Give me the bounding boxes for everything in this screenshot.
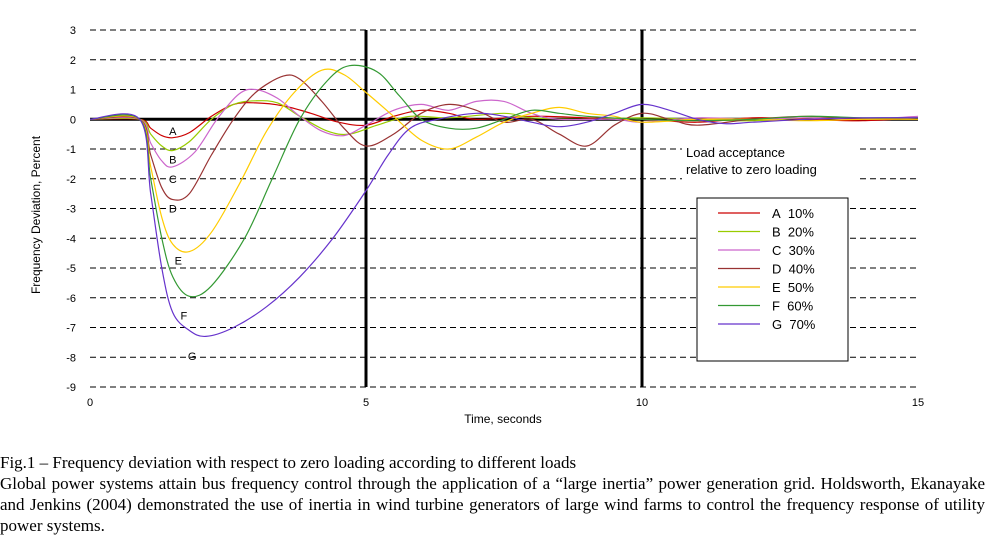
x-tick-labels: 0 5 10 15 — [87, 397, 924, 409]
legend: A 10% B 20% C 30% D 40% E 50% F 60% G 70% — [696, 197, 849, 362]
curve-letter-labels: A BC D E F G — [169, 126, 197, 363]
curve-label-f: F — [180, 311, 187, 323]
y-tick-label: -3 — [66, 204, 76, 216]
y-tick-label: 2 — [70, 55, 76, 67]
legend-label-e: E 50% — [772, 280, 814, 295]
y-tick-label: -9 — [66, 382, 76, 394]
curve-label-e: E — [175, 256, 182, 268]
y-tick-label: 3 — [70, 25, 76, 37]
curve-label-g: G — [188, 351, 197, 363]
legend-label-a: A 10% — [772, 206, 814, 221]
x-tick-label: 5 — [363, 397, 369, 409]
legend-label-b: B 20% — [772, 225, 814, 240]
y-tick-label: -8 — [66, 352, 76, 364]
y-tick-label: -6 — [66, 293, 76, 305]
annotation-box: Load acceptance relative to zero loading — [682, 144, 860, 180]
vertical-reference-lines — [364, 30, 644, 387]
series-line-d — [89, 74, 919, 201]
curve-label-d: D — [169, 204, 177, 216]
y-tick-label: 1 — [70, 85, 76, 97]
x-tick-label: 10 — [636, 397, 648, 409]
y-tick-label: -4 — [66, 233, 76, 245]
y-tick-labels: 3 2 1 0 -1 -2 -3 -4 -5 -6 -7 -8 -9 — [66, 25, 76, 394]
y-tick-label: 0 — [70, 114, 76, 126]
legend-label-c: C 30% — [772, 243, 815, 258]
series-line-f — [89, 64, 919, 298]
annotation-line-2: relative to zero loading — [686, 162, 817, 177]
x-axis-title: Time, seconds — [464, 412, 542, 426]
caption-body: Global power systems attain bus frequenc… — [0, 474, 985, 535]
curve-label-a: A — [169, 126, 177, 138]
legend-label-d: D 40% — [772, 262, 815, 277]
series-line-b — [89, 100, 919, 152]
annotation-background — [682, 144, 860, 180]
curve-label-b: B — [169, 154, 176, 166]
x-tick-label: 15 — [912, 397, 924, 409]
x-tick-label: 0 — [87, 397, 93, 409]
curve-label-c: C — [169, 174, 177, 186]
legend-label-f: F 60% — [772, 299, 814, 314]
figure-title: Fig.1 – Frequency deviation with respect… — [0, 453, 577, 472]
y-tick-label: -1 — [66, 144, 76, 156]
legend-label-g: G 70% — [772, 317, 816, 332]
annotation-line-1: Load acceptance — [686, 145, 785, 160]
y-axis-title: Frequency Deviation, Percent — [29, 135, 43, 294]
y-tick-label: -7 — [66, 323, 76, 335]
legend-box — [696, 197, 849, 362]
y-tick-label: -2 — [66, 174, 76, 186]
series-lines — [89, 64, 919, 338]
figure-caption: Fig.1 – Frequency deviation with respect… — [0, 452, 985, 536]
y-tick-label: -5 — [66, 263, 76, 275]
series-line-e — [89, 68, 919, 253]
series-line-g — [89, 103, 919, 338]
